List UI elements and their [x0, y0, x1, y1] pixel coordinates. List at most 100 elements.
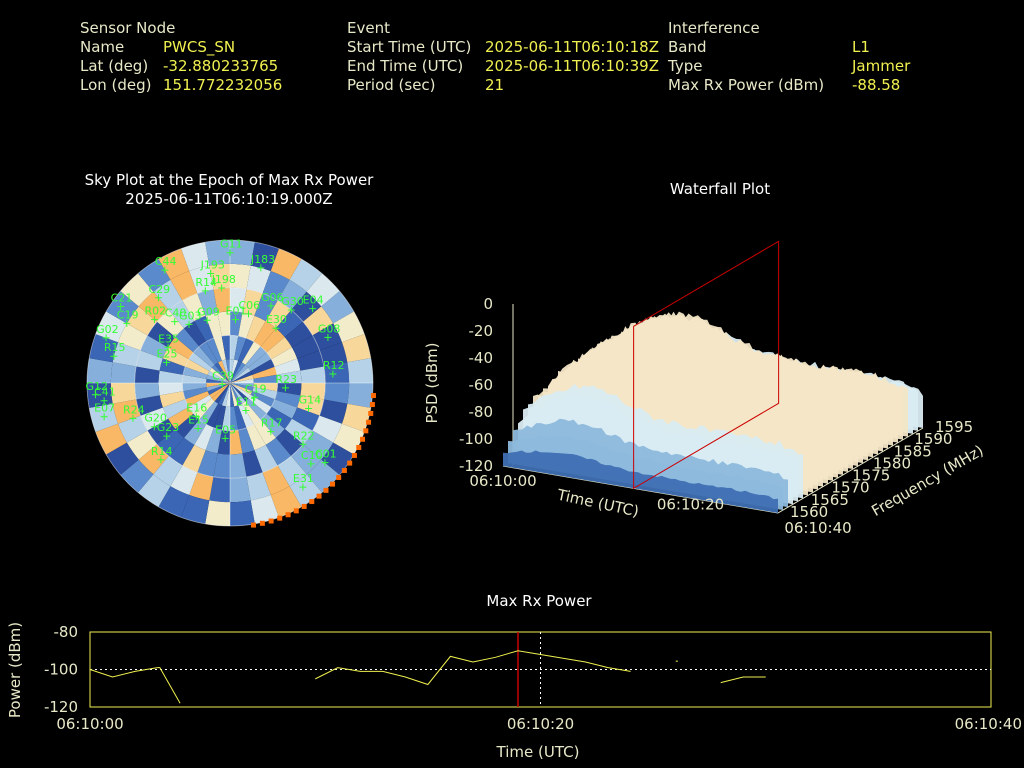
satellite-label: R14 [195, 276, 217, 289]
satellite-marker [299, 483, 307, 491]
sky-cell [270, 248, 302, 280]
sky-cell [140, 407, 169, 431]
sky-cell [230, 383, 249, 402]
sky-cell [291, 335, 320, 359]
sky-cell [230, 263, 251, 290]
satellite-marker [157, 456, 165, 464]
sky-edge-marker [285, 512, 291, 518]
rx-x-axis-label: Time (UTC) [496, 743, 580, 761]
satellite-marker [102, 334, 110, 342]
time-tick-label: 06:10:00 [469, 472, 536, 490]
satellite-label: C21 [111, 291, 133, 304]
satellite-label: C06 [239, 299, 261, 312]
satellite-label: E11 [236, 396, 257, 409]
satellite-label: E35 [158, 332, 179, 345]
sky-cell [134, 383, 160, 400]
sky-cell [153, 279, 183, 310]
sky-cell [253, 321, 276, 347]
frequency-tick-label: 1590 [914, 430, 952, 448]
satellite-label: C44 [155, 255, 177, 268]
satellite-label: G06 [261, 291, 284, 304]
sky-cell [170, 465, 198, 495]
sky-cell [218, 383, 230, 406]
sky-cell [306, 459, 340, 493]
sky-cell [110, 383, 137, 404]
sky-cell [213, 287, 230, 313]
sky-grid [86, 239, 374, 527]
sky-cell [112, 399, 141, 424]
sky-cell [241, 341, 261, 365]
sky-cell [291, 444, 322, 475]
sky-cell [188, 394, 212, 414]
satellite-marker [91, 391, 99, 399]
sky-cell [95, 423, 127, 455]
satellite-marker [232, 316, 240, 324]
satellite-marker [245, 310, 253, 318]
sky-cell [241, 401, 261, 425]
sky-cell [206, 403, 222, 428]
sky-cell [306, 273, 340, 307]
sky-cell [211, 364, 230, 383]
sky-cell [156, 309, 185, 338]
sky-cell [175, 413, 200, 438]
sky-cell [347, 358, 373, 383]
satellite-label: G02 [96, 323, 119, 336]
waterfall-marker-plane [633, 240, 780, 490]
sky-cell [230, 287, 247, 313]
satellite-marker [185, 320, 193, 328]
satellite-marker [207, 269, 215, 277]
sky-cell [214, 383, 230, 404]
sky-cell [234, 336, 247, 361]
sky-cell [246, 315, 266, 342]
sky-cell [242, 450, 263, 477]
sky-cell [87, 383, 113, 408]
sky-cell [284, 321, 313, 348]
satellite-label: C29 [149, 283, 171, 296]
satellite-label: R23 [275, 373, 297, 386]
sky-edge-marker [336, 474, 342, 480]
sky-cell [138, 444, 169, 475]
sky-cell [323, 383, 350, 404]
sky-cell [118, 323, 148, 351]
event-period-value: 21 [485, 76, 505, 94]
sky-cell [276, 383, 302, 396]
satellite-label: R17 [261, 417, 283, 430]
satellite-marker [192, 413, 200, 421]
sky-cell [199, 401, 219, 425]
sky-edge-marker [301, 503, 307, 509]
sensor-name-label: Name [80, 38, 125, 56]
sky-edge-marker [268, 518, 274, 524]
sky-cell [291, 291, 322, 322]
satellite-label: E30 [266, 313, 287, 326]
sky-edge-marker [251, 522, 257, 528]
sky-cell [265, 437, 292, 466]
satellite-marker [123, 319, 131, 327]
sky-cell [206, 338, 222, 363]
sky-cell [323, 362, 350, 383]
psd-tick-label: 0 [483, 295, 493, 313]
satellite-marker [309, 305, 317, 313]
psd-tick-label: -100 [459, 430, 493, 448]
satellite-marker [321, 459, 329, 467]
sky-cell [260, 413, 285, 438]
sky-cell [221, 406, 230, 431]
sky-cell [168, 337, 194, 360]
sky-cell [230, 383, 235, 407]
sky-edge-marker [347, 460, 353, 466]
sky-cell [230, 383, 253, 395]
satellite-marker [163, 432, 171, 440]
sky-cell [250, 359, 275, 375]
satellite-marker [299, 440, 307, 448]
sky-cell [213, 336, 226, 361]
satellite-marker [267, 302, 275, 310]
rx-series-line [720, 676, 766, 684]
sky-cell [213, 453, 230, 479]
sky-cell [230, 360, 242, 383]
sky-cell [250, 391, 275, 407]
sky-cell [120, 459, 154, 493]
satellite-label: J193 [200, 258, 225, 271]
sky-cell [156, 428, 185, 457]
sky-cell [230, 378, 254, 383]
satellite-marker [100, 413, 108, 421]
